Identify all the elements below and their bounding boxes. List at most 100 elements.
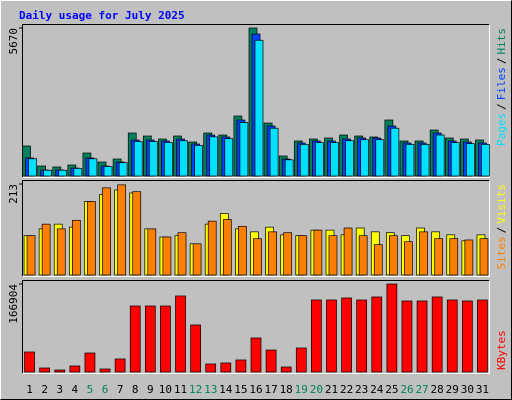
x-tick-label: 23 [355,383,368,396]
bar [58,169,68,177]
bar [416,300,428,373]
bar [345,140,354,177]
bar [162,236,172,276]
x-tick-label: 27 [415,383,428,396]
bar [375,139,385,177]
bar [194,145,203,177]
bar [404,241,413,276]
bar [435,134,445,177]
y-tick-label: 5670 [7,28,20,55]
bar [373,244,383,276]
bar [449,238,459,276]
bar [313,229,323,276]
bar [118,162,128,177]
bar [73,168,83,177]
x-tick-label: 16 [249,383,262,396]
legend-separator: / [495,58,508,65]
bar [235,359,247,373]
bar [401,300,413,373]
bar [164,142,173,177]
x-tick-label: 6 [102,383,109,396]
bar [420,144,430,177]
x-tick-label: 22 [340,383,353,396]
legend-separator: / [495,103,508,110]
bar [160,305,171,373]
x-tick-label: 30 [461,383,474,396]
legend-entry: Files [495,67,508,100]
plot-bevel-light [22,180,490,277]
x-tick-label: 15 [234,383,247,396]
plot-bevel-dark [22,280,490,374]
bar [386,283,398,373]
plot-bevel-dark [22,180,490,277]
bar [419,231,428,276]
x-tick-label: 8 [132,383,139,396]
bar [117,184,126,276]
bar [24,351,35,373]
plot-bevel-light [22,280,490,374]
bar [175,295,186,373]
bar [464,239,474,276]
plot-bevel-light [22,24,490,178]
bar [103,166,113,177]
bar [220,362,232,373]
x-tick-label: 1 [26,383,33,396]
bar [250,337,262,373]
legend-entry: Hits [495,28,508,55]
bar [360,139,370,177]
bar [129,305,141,373]
legend-entry: Pages [495,113,508,146]
x-tick-label: 10 [159,383,172,396]
bar [132,191,142,276]
bar [133,141,143,177]
legend-entry: KBytes [495,330,508,370]
x-tick-label: 4 [72,383,79,396]
x-tick-label: 31 [476,383,489,396]
bar [283,232,293,276]
y-tick-label: 213 [7,184,20,204]
bar [84,352,96,373]
bar [479,238,489,276]
bar [371,296,383,373]
bar [190,324,201,373]
x-tick-label: 3 [56,383,63,396]
bar [177,232,187,276]
bar [192,243,202,276]
x-tick-label: 11 [174,383,187,396]
bar [56,228,66,276]
y-tick-label: 166904 [7,284,20,324]
bar [87,201,96,276]
bar [405,144,415,177]
bar [147,228,157,276]
plot-bevel-dark [22,24,490,178]
bar [54,369,66,373]
legend-entry: Sites [495,236,508,269]
chart-title: Daily usage for July 2025 [19,9,185,22]
bar [224,138,234,177]
x-tick-label: 20 [310,383,323,396]
bar [390,127,400,177]
bar [462,300,473,373]
bar [148,141,158,177]
x-tick-label: 26 [400,383,413,396]
bar [298,235,308,276]
x-tick-label: 13 [204,383,217,396]
x-tick-label: 12 [189,383,202,396]
x-tick-label: 21 [325,383,338,396]
bar [26,235,36,276]
bar [269,127,279,177]
bar [69,365,81,373]
x-tick-label: 18 [280,383,293,396]
bar [144,305,156,373]
bar [311,299,322,373]
x-tick-label: 9 [147,383,154,396]
bar [389,235,398,276]
bar [358,235,368,276]
bar [88,158,98,177]
bar [207,220,217,276]
bar [341,297,352,373]
bar [299,144,309,177]
bar [114,358,126,373]
